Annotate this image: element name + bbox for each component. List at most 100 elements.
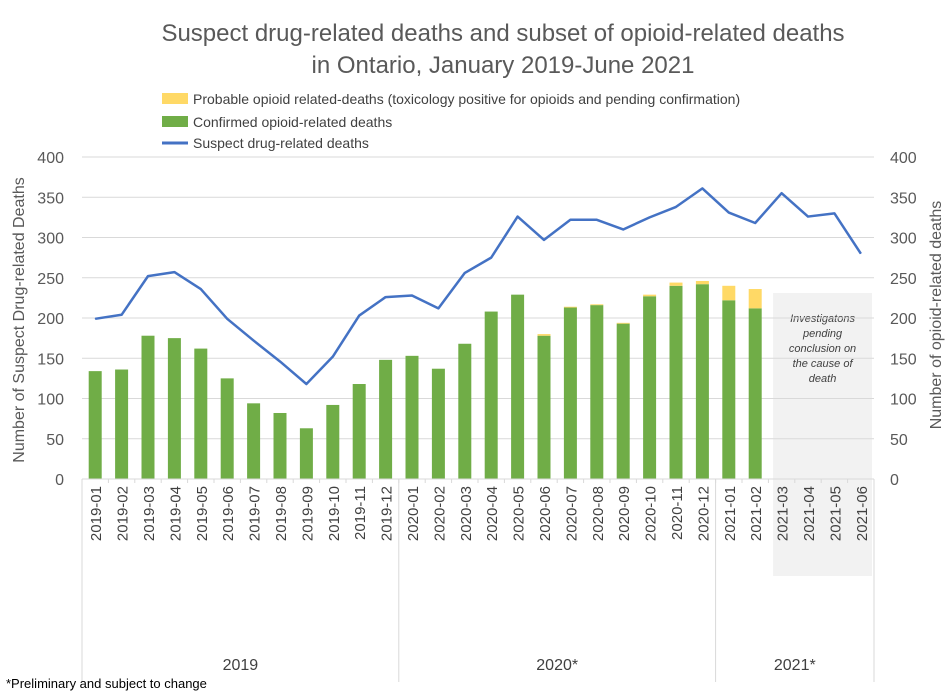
bar-confirmed: [616, 323, 630, 479]
bar-confirmed: [537, 335, 551, 479]
y-tick-label-right: 400: [890, 150, 917, 167]
x-tick-label: 2020-12: [695, 486, 712, 541]
y-tick-label-left: 300: [37, 231, 64, 248]
bar-confirmed: [643, 296, 657, 479]
y-tick-label-left: 150: [37, 351, 64, 368]
y-tick-label-left: 100: [37, 392, 64, 409]
point-suspect-deaths: [385, 296, 387, 298]
bar-probable: [669, 282, 683, 286]
x-tick-label: 2019-04: [167, 486, 184, 541]
x-tick-label: 2020-02: [431, 486, 448, 541]
point-suspect-deaths: [200, 288, 202, 290]
x-tick-label: 2021-01: [722, 486, 739, 541]
bar-probable: [563, 306, 577, 308]
point-suspect-deaths: [781, 192, 783, 194]
x-group-label: 2019: [223, 657, 259, 674]
x-tick-label: 2019-01: [88, 486, 105, 541]
point-suspect-deaths: [728, 212, 730, 214]
legend-label-probable: Probable opioid related-deaths (toxicolo…: [193, 91, 740, 107]
legend-label-suspect: Suspect drug-related deaths: [193, 135, 369, 151]
bar-probable: [695, 280, 709, 285]
bar-confirmed: [220, 378, 234, 479]
bar-confirmed: [748, 308, 762, 479]
axes: 0 0 50 50 100 100 150 150 200 200 250 250 300 300 350 3…: [37, 150, 917, 682]
bars: [88, 280, 762, 479]
point-suspect-deaths: [437, 307, 439, 309]
bar-confirmed: [669, 285, 683, 479]
chart-title-line-1: Suspect drug-related deaths and subset o…: [161, 20, 844, 47]
x-tick-label: 2021-02: [748, 486, 765, 541]
bar-confirmed: [194, 348, 208, 479]
y-axis-left-title: Number of Suspect Drug-related Deaths: [11, 177, 28, 462]
bar-confirmed: [247, 403, 261, 479]
x-tick-label: 2020-08: [590, 486, 607, 541]
point-suspect-deaths: [305, 383, 307, 385]
x-group-label: 2020*: [536, 657, 578, 674]
x-tick-label: 2019-12: [379, 486, 396, 541]
y-tick-label-right: 300: [890, 231, 917, 248]
annotation-text-line: pending: [802, 328, 843, 340]
x-tick-label: 2020-01: [405, 486, 422, 541]
y-axis-right-title: Number of opioid-related deaths: [928, 201, 945, 430]
y-tick-label-left: 50: [46, 432, 64, 449]
point-suspect-deaths: [358, 315, 360, 317]
bar-confirmed: [115, 369, 129, 479]
y-tick-label-left: 350: [37, 190, 64, 207]
x-tick-label: 2020-09: [616, 486, 633, 541]
bar-probable: [722, 285, 736, 301]
x-tick-label: 2019-09: [299, 486, 316, 541]
point-suspect-deaths: [569, 219, 571, 221]
bar-confirmed: [167, 338, 181, 479]
x-tick-label: 2020-05: [511, 486, 528, 541]
point-suspect-deaths: [147, 275, 149, 277]
point-suspect-deaths: [173, 271, 175, 273]
y-tick-label-left: 0: [55, 472, 64, 489]
point-suspect-deaths: [833, 212, 835, 214]
point-suspect-deaths: [490, 257, 492, 259]
bar-confirmed: [379, 359, 393, 479]
legend-label-confirmed: Confirmed opioid-related deaths: [193, 114, 392, 130]
legend-swatch-confirmed: [162, 116, 188, 127]
point-suspect-deaths: [279, 360, 281, 362]
x-tick-label: 2020-11: [669, 486, 686, 540]
point-suspect-deaths: [517, 216, 519, 218]
bar-confirmed: [695, 284, 709, 479]
y-tick-label-right: 100: [890, 392, 917, 409]
chart-title-line-2: in Ontario, January 2019-June 2021: [312, 52, 695, 79]
y-tick-label-right: 350: [890, 190, 917, 207]
bar-confirmed: [458, 343, 472, 479]
point-suspect-deaths: [649, 216, 651, 218]
bar-probable: [590, 304, 604, 306]
bar-confirmed: [722, 300, 736, 479]
annotation-text-line: conclusion on: [789, 343, 856, 355]
point-suspect-deaths: [807, 216, 809, 218]
bar-confirmed: [563, 307, 577, 479]
bar-confirmed: [511, 294, 525, 479]
point-suspect-deaths: [622, 228, 624, 230]
point-suspect-deaths: [253, 340, 255, 342]
annotation-box: [773, 293, 872, 576]
x-tick-label: 2020-04: [484, 486, 501, 541]
footnote: *Preliminary and subject to change: [6, 676, 207, 691]
x-tick-label: 2019-06: [220, 486, 237, 541]
point-suspect-deaths: [226, 318, 228, 320]
x-tick-label: 2019-03: [141, 486, 158, 541]
x-tick-label: 2021-04: [801, 486, 818, 541]
y-tick-label-left: 400: [37, 150, 64, 167]
y-tick-label-right: 50: [890, 432, 908, 449]
bar-probable: [537, 334, 551, 336]
gridlines: [82, 156, 874, 440]
bar-confirmed: [484, 311, 498, 479]
point-suspect-deaths: [860, 253, 862, 255]
bar-probable: [748, 289, 762, 309]
x-tick-label: 2019-07: [247, 486, 264, 541]
legend-swatch-probable: [162, 93, 188, 104]
bar-confirmed: [590, 305, 604, 479]
bar-probable: [616, 322, 630, 324]
y-tick-label-right: 150: [890, 351, 917, 368]
point-suspect-deaths: [701, 187, 703, 189]
bar-confirmed: [273, 412, 287, 479]
point-suspect-deaths: [464, 272, 466, 274]
x-tick-label: 2019-02: [115, 486, 132, 541]
